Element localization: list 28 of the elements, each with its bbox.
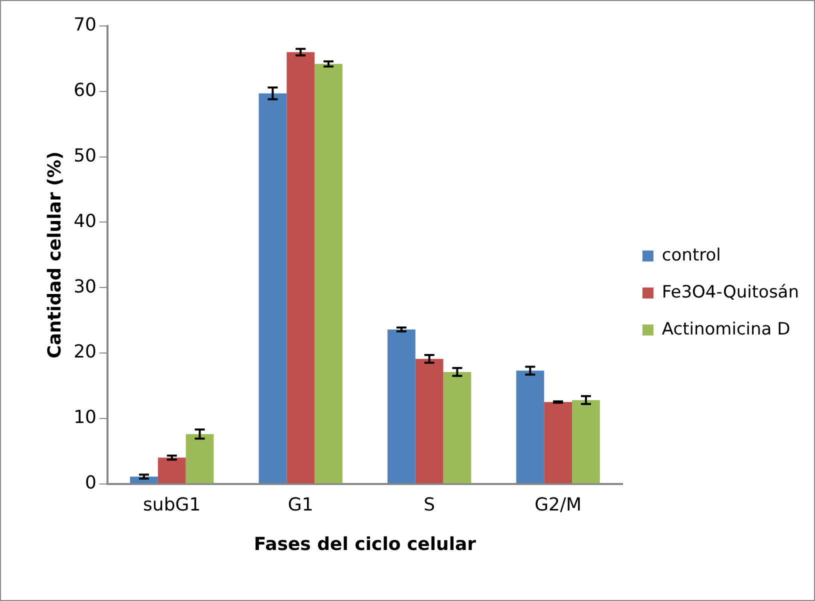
- bar: [186, 434, 214, 484]
- x-tick-label: G1: [288, 494, 314, 516]
- x-tick-label: G2/M: [534, 494, 582, 516]
- legend-label: Actinomicina D: [662, 319, 790, 340]
- y-axis-title: Cantidad celular (%): [44, 151, 66, 358]
- y-tick-label: 60: [74, 80, 97, 102]
- bar: [286, 52, 315, 484]
- y-tick-label: 70: [74, 14, 97, 36]
- bar: [258, 93, 287, 484]
- bar: [516, 370, 544, 484]
- bar: [572, 400, 600, 484]
- x-axis-title: Fases del ciclo celular: [254, 534, 476, 555]
- legend-label: Fe3O4-Quitosán: [662, 282, 800, 302]
- y-tick-label: 40: [74, 210, 97, 232]
- x-tick-label: subG1: [143, 494, 201, 516]
- bar: [544, 402, 572, 484]
- bar: [415, 358, 444, 484]
- bar: [387, 329, 416, 484]
- y-tick-label: 20: [74, 342, 97, 363]
- y-tick-label: 10: [74, 407, 97, 428]
- x-tick-label: S: [424, 494, 436, 516]
- y-tick-label: 30: [74, 276, 97, 298]
- bar: [443, 372, 472, 484]
- bar: [158, 458, 186, 484]
- y-tick-label: 50: [74, 145, 97, 166]
- legend-label: control: [662, 245, 721, 266]
- bar: [314, 64, 342, 484]
- y-tick-label: 0: [85, 472, 97, 494]
